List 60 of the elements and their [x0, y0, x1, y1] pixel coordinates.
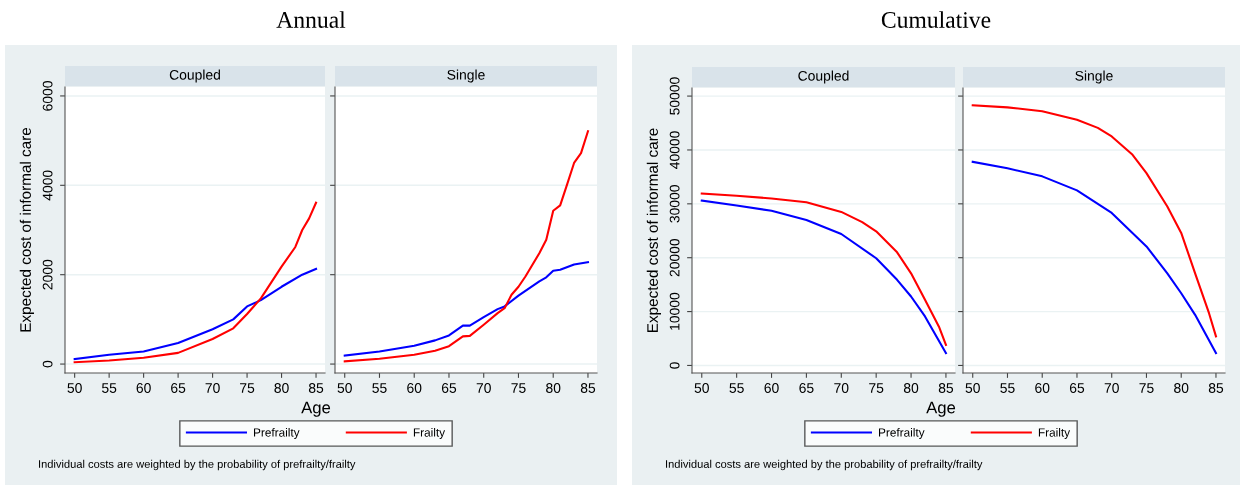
chart-subtitle: Single	[447, 69, 485, 83]
x-tick-label: 50	[67, 383, 82, 393]
x-tick-label: 75	[1139, 383, 1154, 393]
y-tick-label: 6000	[42, 81, 53, 111]
y-tick-label: 0	[669, 362, 680, 369]
x-tick-label: 80	[1174, 383, 1189, 393]
x-tick-label: 60	[764, 383, 779, 393]
x-tick-label: 80	[546, 383, 561, 393]
y-tick-label: 30000	[669, 185, 680, 223]
y-tick-label: 50000	[669, 77, 680, 115]
text: Individual costs are weighted by the probability of prefrailty/frailty	[666, 459, 983, 471]
x-tick-label: 80	[903, 383, 919, 393]
line-series	[73, 267, 318, 361]
x-tick-label: 75	[511, 383, 526, 393]
chart-subtitle: Coupled	[798, 70, 849, 84]
x-tick-label: 85	[1208, 383, 1224, 393]
x-tick-label: 70	[1104, 383, 1119, 393]
legend-label: Frailty	[1038, 428, 1071, 440]
x-tick-label: 85	[938, 383, 954, 393]
x-tick-label: 75	[869, 383, 884, 393]
x-axis-title: Age	[301, 401, 331, 417]
x-tick-label: 50	[965, 383, 980, 393]
y-tick-label: 20000	[669, 238, 680, 277]
x-tick-label: 85	[308, 383, 324, 393]
y-tick-label: 4000	[42, 170, 53, 201]
chart-title: Annual	[276, 11, 346, 28]
x-tick-label: 65	[171, 383, 186, 393]
y-tick-label: 40000	[669, 131, 680, 169]
x-tick-label: 60	[136, 383, 151, 393]
x-tick-label: 70	[834, 383, 849, 393]
x-tick-label: 65	[441, 383, 457, 393]
y-tick-label: 2000	[42, 259, 53, 290]
y-axis-title: Expected cost of informal care	[19, 127, 34, 332]
x-tick-label: 65	[1069, 383, 1085, 393]
x-tick-label: 60	[407, 383, 422, 393]
x-axis-title: Age	[926, 401, 956, 417]
chart-subtitle: Single	[1075, 70, 1113, 84]
x-tick-label: 70	[476, 383, 491, 393]
y-tick-label: 0	[42, 360, 53, 368]
x-tick-label: 60	[1035, 383, 1050, 393]
line-series	[73, 201, 318, 364]
y-axis-title: Expected cost of informal care	[646, 128, 661, 332]
x-tick-label: 65	[799, 383, 814, 393]
x-tick-label: 75	[240, 383, 255, 393]
x-tick-label: 55	[101, 383, 117, 393]
y-tick-label: 10000	[669, 292, 680, 330]
text: Individual costs are weighted by the probability of prefrailty/frailty	[39, 459, 356, 471]
legend-label: Frailty	[413, 428, 446, 440]
chart-subtitle: Coupled	[169, 69, 220, 83]
x-tick-label: 80	[274, 383, 289, 393]
x-tick-label: 50	[337, 383, 352, 393]
x-tick-label: 50	[694, 383, 709, 393]
x-tick-label: 70	[205, 383, 220, 393]
legend-label: Prefrailty	[254, 428, 300, 440]
x-tick-label: 55	[729, 383, 744, 393]
x-tick-label: 85	[580, 383, 596, 393]
legend-label: Prefrailty	[879, 428, 925, 440]
chart-title: Cumulative	[881, 11, 991, 28]
x-tick-label: 55	[372, 383, 387, 393]
x-tick-label: 55	[1000, 383, 1015, 393]
